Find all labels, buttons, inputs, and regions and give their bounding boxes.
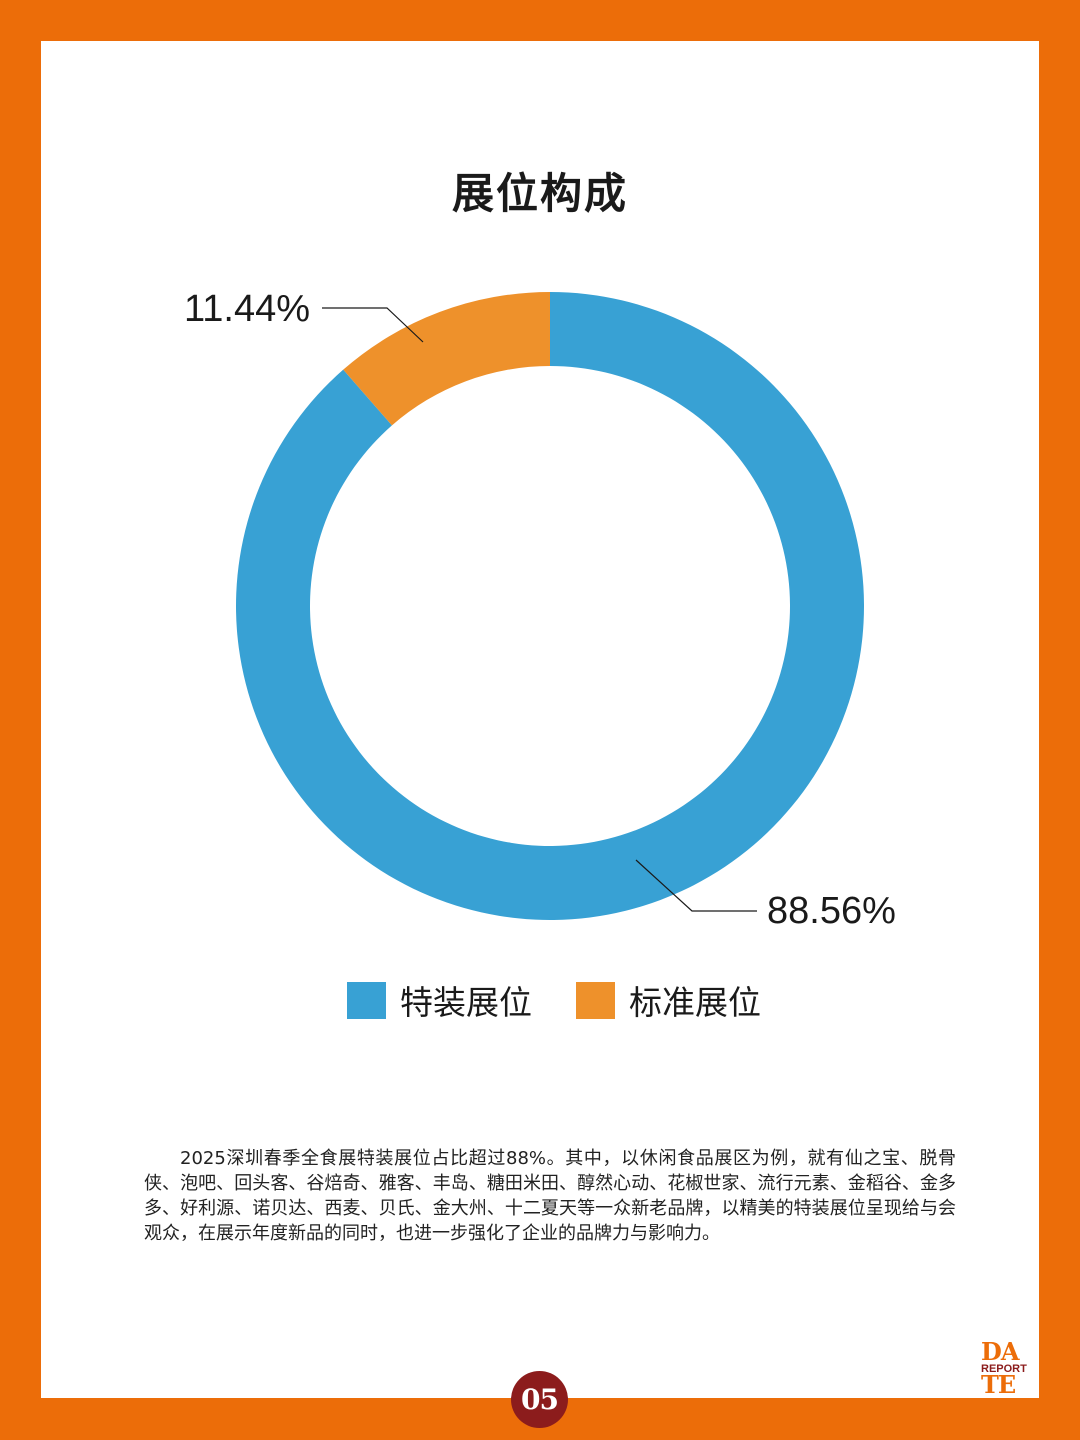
body-paragraph: 2025深圳春季全食展特装展位占比超过88%。其中，以休闲食品展区为例，就有仙之… — [144, 1148, 956, 1244]
leader-line-special — [635, 859, 757, 912]
legend-item-special: 特装展位 — [347, 976, 532, 1024]
report-logo: DA REPORT TE — [981, 1340, 1035, 1398]
leader-line-standard — [322, 307, 424, 343]
page-number-badge: 05 — [511, 1371, 568, 1428]
legend-swatch-standard — [576, 981, 615, 1019]
logo-line-2: REPORT — [981, 1363, 1027, 1375]
legend-swatch-special — [347, 981, 386, 1019]
chart-title: 展位构成 — [451, 169, 628, 218]
logo-line-1: DA — [981, 1337, 1019, 1366]
legend-label-special: 特装展位 — [400, 983, 532, 1022]
content-panel — [41, 41, 1039, 1398]
legend-label-standard: 标准展位 — [629, 983, 761, 1022]
logo-line-3: TE — [981, 1370, 1016, 1399]
donut-slice-standard — [343, 292, 550, 426]
data-label-special: 88.56% — [767, 890, 896, 932]
chart-legend: 特装展位 标准展位 — [347, 980, 805, 1022]
donut-slice-special — [236, 292, 865, 920]
legend-item-standard: 标准展位 — [576, 976, 761, 1024]
donut-slices — [236, 292, 865, 920]
data-label-standard: 11.44% — [184, 288, 310, 330]
